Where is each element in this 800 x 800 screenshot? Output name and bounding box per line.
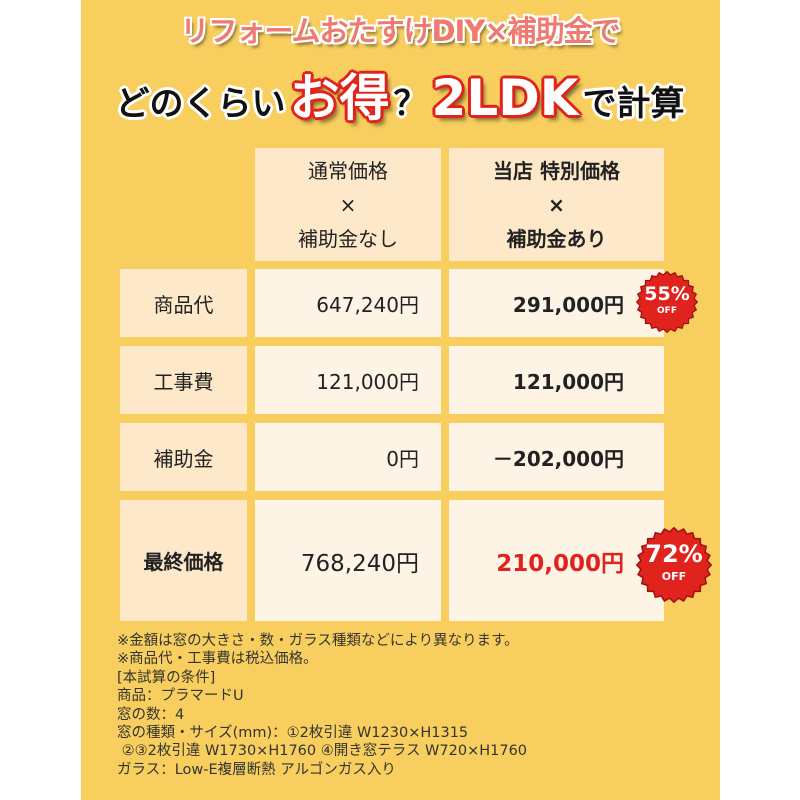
cell-normal-subsidy: 0円	[255, 423, 441, 491]
note-line: ※商品代・工事費は税込価格。	[117, 651, 318, 668]
header-line: 当店 特別価格	[493, 158, 620, 183]
cell-special-product: 291,000円	[449, 269, 664, 337]
title-line-1: リフォームおたすけDIY×補助金で	[180, 14, 620, 48]
header-line: 補助金あり	[506, 226, 607, 251]
badge-percent: 72%	[645, 540, 703, 568]
discount-badge-55: 55% OFF	[636, 271, 698, 333]
row-label-product: 商品代	[120, 269, 247, 337]
note-line: ※金額は窓の大きさ・数・ガラス種類などにより異なります。	[117, 633, 519, 649]
header-line: 通常価格	[308, 158, 388, 183]
title-line-2: どのくらいお得 ？2LDK で計算	[0, 58, 800, 130]
discount-badge-72: 72% OFF	[636, 527, 712, 603]
notes: ※金額は窓の大きさ・数・ガラス種類などにより異なります。 ※商品代・工事費は税込価…	[117, 632, 527, 779]
cell-normal-final: 768,240円	[255, 500, 441, 621]
starburst-icon	[636, 271, 698, 333]
note-line: ②③2枚引違 W1730×H1760 ④開き窓テラス W720×H1760	[117, 743, 528, 760]
badge-off: OFF	[661, 570, 687, 583]
header-line: 補助金なし	[298, 226, 398, 251]
cell-special-final: 210,000円	[449, 500, 664, 621]
cell-special-construction: 121,000円	[449, 346, 664, 414]
title-text-2ldk: 2LDK	[431, 69, 579, 127]
header-line: ×	[548, 192, 565, 217]
badge-off: OFF	[657, 306, 677, 316]
cell-normal-product: 647,240円	[255, 269, 441, 337]
title-question-mark: ？	[393, 84, 428, 124]
note-line: 窓の数：4	[117, 706, 185, 723]
header-normal-price: 通常価格 × 補助金なし	[255, 148, 441, 261]
cell-normal-construction: 121,000円	[255, 346, 441, 414]
starburst-icon	[636, 527, 712, 603]
header-special-price: 当店 特別価格 × 補助金あり	[449, 148, 664, 261]
note-line: 窓の種類・サイズ(mm)：①2枚引違 W1230×H1315	[117, 725, 469, 742]
note-line: ガラス：Low-E複層断熱 アルゴンガス入り	[117, 761, 396, 778]
note-line: 商品：プラマードU	[117, 688, 244, 705]
title-text-calc: で計算	[582, 84, 685, 124]
row-label-subsidy: 補助金	[120, 423, 247, 491]
title-text-otoku: お得	[289, 69, 390, 127]
header-line: ×	[339, 192, 357, 217]
row-label-final: 最終価格	[120, 500, 247, 621]
cell-special-subsidy: －202,000円	[449, 423, 664, 491]
row-label-construction: 工事費	[120, 346, 247, 414]
badge-percent: 55%	[644, 283, 690, 305]
note-line: [本試算の条件]	[117, 669, 216, 686]
title-text-how-much: どのくらい	[115, 84, 286, 124]
